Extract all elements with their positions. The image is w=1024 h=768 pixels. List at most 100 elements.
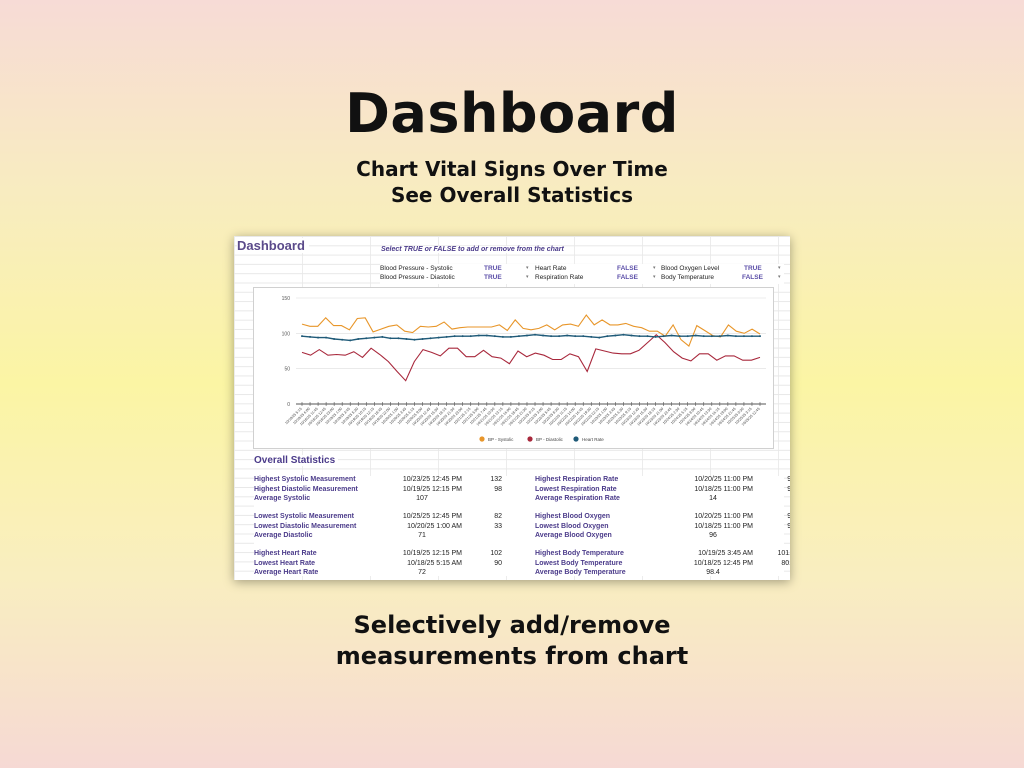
series-point [517, 335, 520, 338]
series-point [381, 335, 384, 338]
series-point [670, 334, 673, 337]
series-point [453, 335, 456, 338]
stats-date: 10/19/25 12:15 PM [402, 550, 462, 557]
hero-title: Dashboard [345, 82, 679, 145]
series-point [421, 337, 424, 340]
stats-date: 10/18/25 11:00 PM [694, 522, 753, 530]
dropdown-arrow-icon[interactable]: ▾ [778, 274, 781, 280]
stats-row: Average Blood Oxygen 96 [535, 532, 790, 541]
stats-value: 98 [494, 485, 502, 493]
toggle-label-diastolic: Blood Pressure - Diastolic [380, 274, 455, 281]
sheet-hint: Select TRUE or FALSE to add or remove fr… [381, 246, 564, 253]
toggle-label-respiration: Respiration Rate [535, 274, 584, 281]
series-point [405, 337, 408, 340]
stats-row: Lowest Respiration Rate 10/18/25 11:00 PM… [535, 486, 790, 495]
series-point [477, 334, 480, 337]
series-point [534, 333, 537, 336]
series-point [630, 334, 633, 337]
stats-date: 10/20/25 11:00 PM [694, 476, 753, 483]
toggle-value-oxygen[interactable]: TRUE [744, 265, 762, 272]
stats-row: Average Body Temperature 98.4 [535, 569, 790, 578]
series-point [574, 335, 577, 338]
dropdown-arrow-icon[interactable]: ▾ [778, 265, 781, 271]
series-point [590, 335, 593, 338]
toggle-value-systolic[interactable]: TRUE [484, 265, 502, 272]
toggle-label-temperature: Body Temperature [661, 274, 714, 281]
stats-row: Highest Heart Rate 10/19/25 12:15 PM 102 [254, 550, 524, 559]
series-point [710, 335, 713, 338]
series-point [349, 339, 352, 342]
stats-label: Average Diastolic [254, 532, 313, 539]
series-point [373, 336, 376, 339]
stats-label: Highest Blood Oxygen [535, 513, 611, 520]
sheet-title: Dashboard [237, 238, 309, 253]
hero-bottom-line1: Selectively add/remove [353, 611, 671, 639]
stats-label: Highest Systolic Measurement [254, 476, 356, 483]
toggle-value-diastolic[interactable]: TRUE [484, 274, 502, 281]
stats-label: Highest Heart Rate [254, 550, 317, 557]
dropdown-arrow-icon[interactable]: ▾ [653, 265, 656, 271]
vitals-chart: 0 50 100 150 10/18/25 5:15 10/18/25 6:00 10/18… [253, 287, 774, 449]
stats-date: 10/19/25 12:15 PM [402, 485, 462, 493]
toggle-value-temperature[interactable]: FALSE [742, 274, 763, 281]
series-point [694, 334, 697, 337]
series-point [742, 335, 745, 338]
stats-average: 14 [709, 495, 717, 502]
stats-title: Overall Statistics [254, 455, 339, 466]
y-tick-label: 100 [282, 331, 291, 337]
toggle-value-heart-rate[interactable]: FALSE [617, 265, 638, 272]
series-point [646, 335, 649, 338]
series-point [461, 335, 464, 338]
stats-row: Highest Diastolic Measurement 10/19/25 12… [254, 486, 524, 495]
dropdown-arrow-icon[interactable]: ▾ [526, 265, 529, 271]
hero-bottom-line2: measurements from chart [335, 642, 689, 670]
stats-row: Average Heart Rate 72 [254, 569, 524, 578]
stats-date: 10/18/25 12:45 PM [693, 559, 753, 567]
dropdown-arrow-icon[interactable]: ▾ [526, 274, 529, 280]
series-point [718, 335, 721, 338]
stats-row: Highest Respiration Rate 10/20/25 11:00 P… [535, 476, 790, 485]
hero-subtitle-line1: Chart Vital Signs Over Time [356, 157, 668, 181]
series-point [485, 334, 488, 337]
stats-row: Lowest Blood Oxygen 10/18/25 11:00 PM 90 [535, 523, 790, 532]
legend-marker [573, 436, 579, 442]
stats-row: Lowest Systolic Measurement 10/25/25 12:4… [254, 513, 524, 522]
series-point [413, 338, 416, 341]
stats-label: Lowest Heart Rate [254, 559, 316, 567]
stats-date: 10/20/25 11:00 PM [694, 513, 753, 520]
stats-row: Average Diastolic 71 [254, 532, 524, 541]
series-point [638, 335, 641, 338]
series-point [606, 335, 609, 338]
legend-label: Heart Rate [582, 437, 604, 442]
series-point [550, 335, 553, 338]
toggle-label-oxygen: Blood Oxygen Level [661, 265, 720, 272]
series-point [662, 335, 665, 338]
dropdown-arrow-icon[interactable]: ▾ [653, 274, 656, 280]
series-point [309, 335, 312, 338]
toggle-label-heart-rate: Heart Rate [535, 265, 567, 272]
series-point [750, 335, 753, 338]
stats-date: 10/18/25 11:00 PM [694, 485, 753, 493]
stats-date: 10/20/25 1:00 AM [407, 522, 462, 530]
stats-value: 101.3 [777, 550, 790, 557]
stats-label: Lowest Blood Oxygen [535, 522, 609, 530]
stats-row: Highest Blood Oxygen 10/20/25 11:00 PM 99 [535, 513, 790, 522]
stats-label: Average Body Temperature [535, 569, 626, 576]
stats-value: 99 [787, 476, 790, 483]
stats-value: 132 [490, 476, 502, 483]
series-point [598, 336, 601, 339]
stats-label: Lowest Respiration Rate [535, 485, 617, 493]
stats-row: Average Systolic 107 [254, 495, 524, 504]
series-point [389, 337, 392, 340]
stats-date: 10/19/25 3:45 AM [698, 550, 753, 557]
series-point [469, 335, 472, 338]
series-point [622, 333, 625, 336]
stats-date: 10/23/25 12:45 PM [402, 476, 462, 483]
toggle-value-respiration[interactable]: FALSE [617, 274, 638, 281]
series-point [525, 334, 528, 337]
stats-row: Highest Systolic Measurement 10/23/25 12:… [254, 476, 524, 485]
stats-label: Average Systolic [254, 495, 311, 502]
stats-value: 90 [494, 559, 502, 567]
stats-date: 10/18/25 5:15 AM [407, 559, 462, 567]
